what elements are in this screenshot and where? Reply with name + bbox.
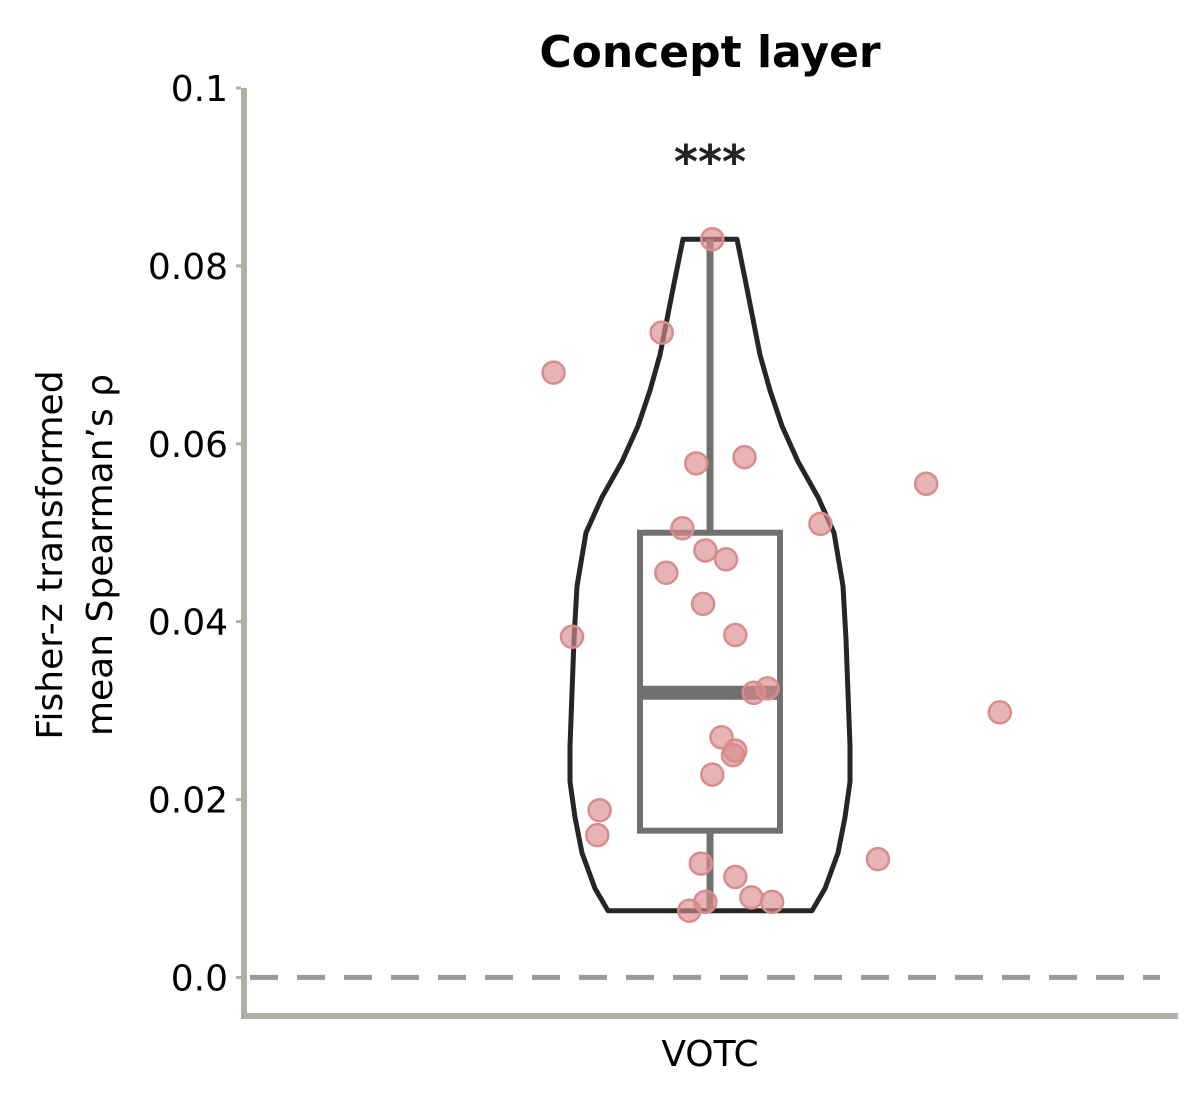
data-point-23	[585, 822, 610, 848]
data-point-5	[732, 444, 757, 470]
data-point-21	[700, 762, 725, 787]
data-point-1	[541, 360, 566, 385]
x-axis-ticks: VOTC	[661, 1034, 758, 1075]
y-tick-label-0: 0.0	[171, 958, 228, 999]
data-point-9	[693, 538, 718, 563]
data-point-3	[700, 226, 725, 252]
data-point-27	[739, 885, 764, 910]
data-point-11	[654, 560, 679, 585]
data-point-6	[913, 471, 939, 497]
data-point-20	[720, 742, 746, 768]
y-tick-label-5: 0.1	[171, 69, 228, 110]
plot-area: ***	[250, 135, 1160, 980]
y-tick-label-2: 0.04	[148, 603, 228, 644]
data-point-26	[723, 864, 748, 890]
x-tick-label-0: VOTC	[661, 1034, 758, 1075]
data-point-25	[688, 851, 714, 876]
data-point-10	[713, 547, 739, 572]
y-tick-label-1: 0.02	[148, 781, 228, 822]
y-axis-label-line2: mean Spearman’s ρ	[80, 374, 121, 736]
iqr-box	[637, 529, 783, 834]
data-point-7	[808, 511, 833, 537]
data-point-30	[677, 898, 702, 923]
y-tick-label-3: 0.06	[148, 425, 228, 466]
y-axis-label-line1: Fisher-z transformed	[30, 370, 71, 739]
data-point-12	[690, 591, 716, 617]
data-point-8	[670, 516, 695, 541]
y-axis-label: Fisher-z transformed mean Spearman’s ρ	[30, 370, 121, 739]
data-point-24	[865, 846, 891, 872]
data-point-17	[987, 700, 1013, 725]
y-tick-label-4: 0.08	[148, 247, 228, 288]
data-point-16	[741, 680, 766, 706]
significance-marker: ***	[674, 135, 746, 189]
data-point-2	[649, 320, 674, 345]
data-point-13	[559, 624, 585, 650]
chart-title: Concept layer	[539, 27, 881, 78]
y-axis-ticks: 0.0 0.02 0.04 0.06 0.08 0.1	[148, 69, 241, 999]
data-point-22	[587, 797, 612, 823]
data-point-28	[759, 889, 785, 915]
data-point-4	[683, 451, 709, 476]
violin-outline	[567, 236, 853, 914]
data-point-14	[723, 622, 748, 648]
